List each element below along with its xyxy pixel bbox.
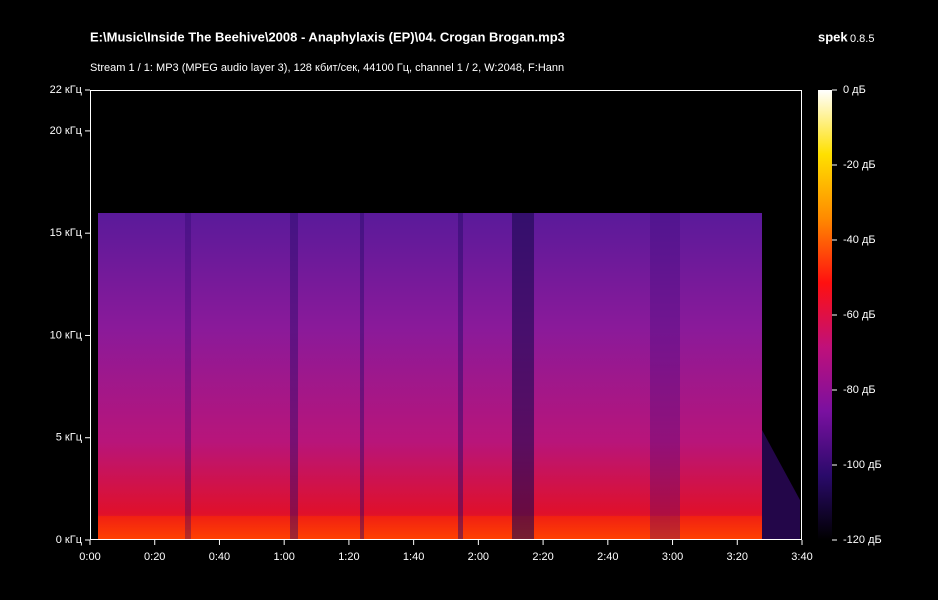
x-tick-label: 0:00 — [79, 551, 100, 563]
y-tick-label: 15 кГц — [50, 227, 83, 239]
spectrum-area — [98, 213, 762, 540]
x-tick-label: 3:40 — [791, 551, 812, 563]
app-version: 0.8.5 — [850, 33, 874, 45]
stripe — [650, 213, 680, 540]
y-tick-label: 22 кГц — [50, 84, 83, 96]
stripe — [512, 213, 534, 540]
colorbar-tick-label: -100 дБ — [843, 459, 882, 471]
y-tick-label: 10 кГц — [50, 329, 83, 341]
colorbar-tick-label: -80 дБ — [843, 384, 876, 396]
colorbar-tick-label: -120 дБ — [843, 534, 882, 546]
x-tick-label: 1:20 — [338, 551, 359, 563]
x-tick-label: 0:20 — [144, 551, 165, 563]
stripe — [360, 213, 364, 540]
colorbar-tick-label: 0 дБ — [843, 84, 866, 96]
stripe — [290, 213, 298, 540]
stream-info: Stream 1 / 1: MP3 (MPEG audio layer 3), … — [90, 62, 564, 74]
x-tick-label: 3:20 — [727, 551, 748, 563]
y-tick-label: 0 кГц — [56, 534, 83, 546]
colorbar-tick-label: -40 дБ — [843, 234, 876, 246]
stripe — [458, 213, 463, 540]
x-tick-label: 1:40 — [403, 551, 424, 563]
x-tick-label: 2:20 — [532, 551, 553, 563]
file-title: E:\Music\Inside The Beehive\2008 - Anaph… — [90, 29, 565, 44]
tail — [762, 430, 800, 540]
low-band — [98, 516, 762, 540]
x-tick-label: 3:00 — [662, 551, 683, 563]
app-name: spek — [818, 29, 848, 44]
x-tick-label: 1:00 — [273, 551, 294, 563]
x-tick-label: 2:00 — [468, 551, 489, 563]
colorbar-tick-label: -20 дБ — [843, 159, 876, 171]
y-tick-label: 20 кГц — [50, 125, 83, 137]
plot-frame — [90, 90, 802, 540]
x-tick-label: 0:40 — [209, 551, 230, 563]
spectrogram — [98, 213, 800, 540]
colorbar — [818, 90, 832, 540]
stripe — [185, 213, 191, 540]
x-tick-label: 2:40 — [597, 551, 618, 563]
colorbar-tick-label: -60 дБ — [843, 309, 876, 321]
y-tick-label: 5 кГц — [56, 432, 83, 444]
